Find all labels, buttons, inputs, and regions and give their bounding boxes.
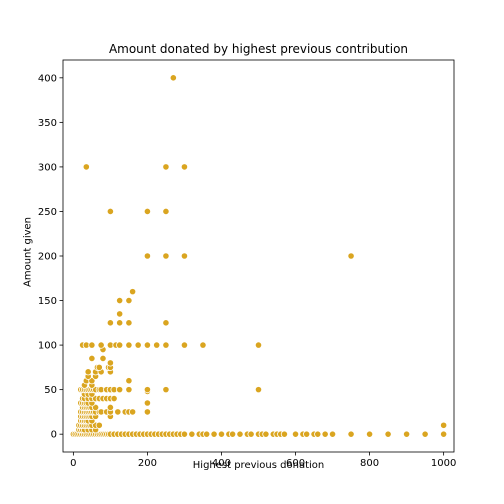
data-point [143,399,152,407]
data-point [116,296,124,305]
y-tick-label: 350 [38,118,57,129]
chart-title: Amount donated by highest previous contr… [108,42,409,56]
data-point [440,421,448,429]
data-point [203,430,211,438]
data-point [254,341,263,349]
data-point [106,403,114,412]
data-point [169,74,177,82]
data-point [125,386,133,394]
data-point [162,386,170,394]
data-point [314,430,322,438]
data-point [303,430,311,438]
data-point [143,252,152,260]
y-tick-label: 200 [38,252,57,263]
data-point [180,430,189,438]
x-axis-ticks: 0 200 400 600 800 1000 [70,452,456,469]
y-tick-label: 250 [38,207,57,218]
data-point [180,341,189,349]
data-point [116,341,124,349]
data-point [188,430,196,438]
data-point [106,359,114,367]
y-tick-label: 300 [38,162,57,173]
x-tick-label: 600 [286,458,305,469]
data-point [347,252,355,260]
data-point [365,430,374,438]
data-point [106,319,114,327]
data-point [99,354,107,363]
data-point [254,386,263,394]
y-axis-ticks: 0 50 100 150 200 250 300 350 400 [38,73,63,441]
data-point [110,394,118,403]
data-point [280,430,289,438]
x-axis-label: Highest previous donation [192,460,325,471]
x-tick-label: 200 [138,458,157,469]
data-point [321,430,329,438]
data-point [125,377,133,385]
data-point [440,430,448,438]
data-point [116,310,124,318]
x-tick-label: 1000 [431,458,456,469]
data-point [291,430,300,438]
data-point [247,430,255,438]
data-point [106,207,114,216]
data-point [82,163,90,171]
y-axis-label: Amount given [22,216,34,288]
y-tick-label: 0 [51,430,57,441]
x-tick-label: 0 [70,458,76,469]
data-point [134,341,142,349]
data-point [129,288,137,296]
y-tick-label: 400 [38,73,57,84]
data-point [180,163,189,171]
data-point [125,296,133,305]
data-point [125,319,133,327]
data-point [162,341,170,349]
data-point [97,341,105,349]
data-point [153,341,161,349]
data-point [95,363,103,371]
data-points [69,74,448,438]
data-point [143,386,152,394]
data-point [384,430,392,438]
data-point [403,430,411,438]
data-point [88,341,96,349]
x-tick-label: 800 [360,458,379,469]
y-tick-label: 150 [38,296,57,307]
data-point [210,430,218,438]
data-point [143,207,152,216]
data-point [116,319,124,327]
data-point [114,408,122,416]
data-point [228,430,237,438]
data-point [347,430,355,438]
data-point [162,163,170,171]
y-tick-label: 100 [38,341,57,352]
data-point [199,341,207,349]
data-point [217,430,226,438]
data-point [143,408,152,416]
data-point [143,341,152,349]
x-tick-label: 400 [212,458,231,469]
data-point [180,252,189,260]
data-point [236,430,244,438]
data-point [84,368,92,376]
data-point [328,430,337,438]
data-point [421,430,429,438]
data-point [95,421,103,429]
data-point [125,341,133,349]
data-point [262,430,270,438]
y-tick-label: 50 [44,385,57,396]
data-point [162,252,170,260]
data-point [162,207,170,216]
data-point [129,408,137,416]
data-point [88,354,96,363]
data-point [116,386,124,394]
data-point [162,319,170,327]
